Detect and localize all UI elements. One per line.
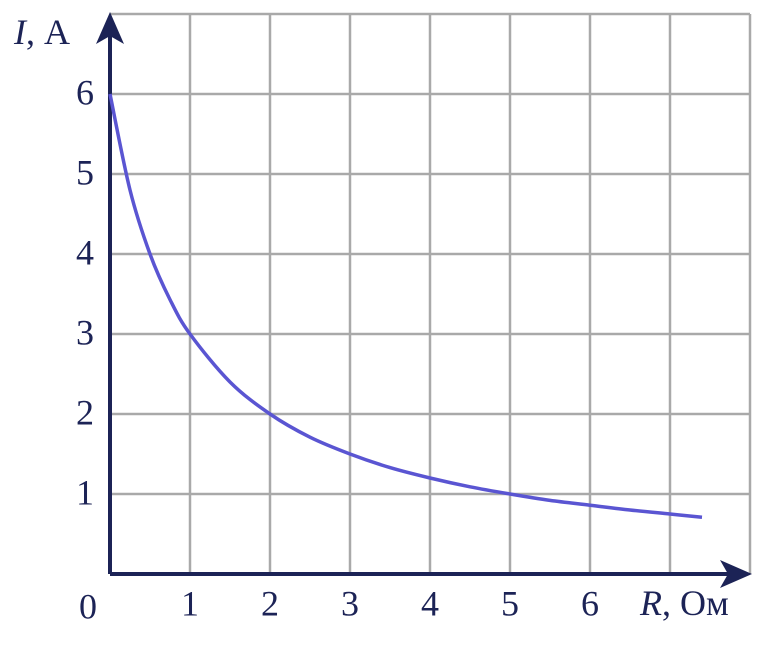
x-arrow <box>720 560 752 588</box>
x-tick-label: 6 <box>581 583 599 623</box>
y-tick-label: 6 <box>76 72 94 112</box>
y-axis-label: I, А <box>13 12 70 52</box>
x-tick-label: 4 <box>421 583 439 623</box>
x-tick-label: 5 <box>501 583 519 623</box>
y-arrow <box>96 12 124 44</box>
y-tick-label: 4 <box>76 232 94 272</box>
y-tick-label: 5 <box>76 152 94 192</box>
y-tick-label: 3 <box>76 312 94 352</box>
x-tick-label: 1 <box>181 583 199 623</box>
y-tick-label: 1 <box>76 472 94 512</box>
curve <box>108 93 703 519</box>
x-axis-label: R, Ом <box>639 583 729 623</box>
x-tick-label: 0 <box>79 586 97 626</box>
x-tick-label: 3 <box>341 583 359 623</box>
x-tick-label: 2 <box>261 583 279 623</box>
y-tick-label: 2 <box>76 392 94 432</box>
